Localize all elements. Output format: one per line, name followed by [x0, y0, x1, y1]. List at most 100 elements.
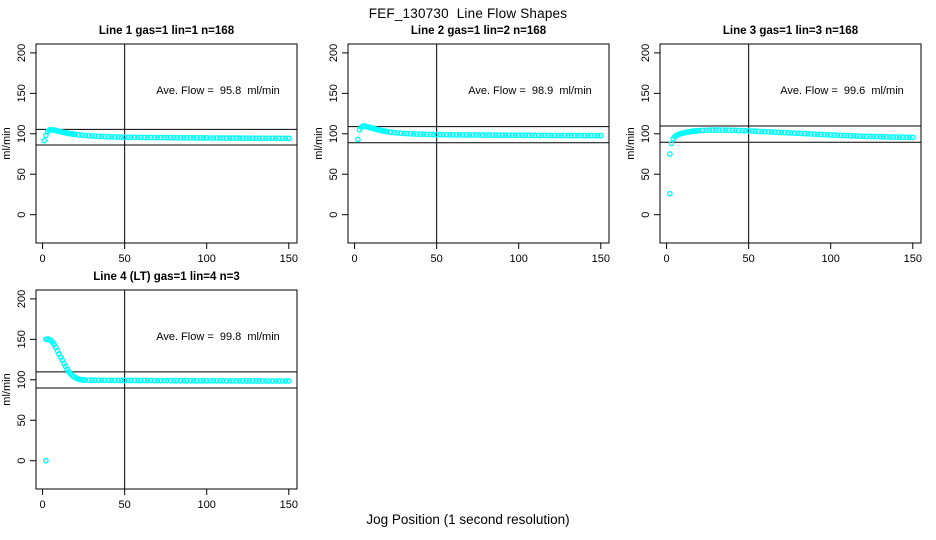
data-point: [259, 378, 266, 384]
data-point: [125, 134, 131, 141]
data-point: [151, 377, 158, 384]
data-point: [794, 130, 801, 137]
y-tick-label: 150: [328, 84, 340, 102]
data-point: [479, 132, 486, 138]
data-point: [88, 133, 95, 139]
data-point: [180, 377, 187, 384]
data-point: [545, 132, 552, 139]
data-point: [880, 133, 887, 140]
data-point: [486, 132, 493, 138]
data-point: [187, 377, 194, 384]
data-point: [279, 135, 286, 142]
data-point: [709, 127, 716, 133]
y-tick-label: 0: [640, 212, 652, 218]
data-point: [565, 132, 571, 139]
data-point: [157, 377, 164, 384]
data-point: [200, 135, 207, 141]
panel-line3-title: Line 3 gas=1 lin=3 n=168: [722, 25, 859, 37]
x-tick-label: 150: [904, 253, 922, 265]
data-point: [118, 377, 125, 384]
data-point: [134, 377, 141, 384]
data-point: [239, 135, 246, 142]
data-point: [285, 135, 292, 142]
y-tick-label: 50: [16, 414, 28, 426]
x-tick-label: 100: [822, 253, 840, 265]
data-point: [489, 132, 496, 139]
data-point: [184, 134, 190, 141]
data-point: [177, 134, 184, 141]
data-point: [821, 131, 828, 138]
data-point: [696, 127, 703, 134]
data-point: [394, 130, 401, 136]
data-point: [400, 130, 407, 137]
data-point: [223, 377, 230, 384]
data-point: [384, 128, 391, 135]
x-tick-label: 150: [280, 499, 298, 511]
data-point: [811, 131, 818, 138]
data-point: [860, 133, 867, 140]
data-point: [466, 132, 473, 138]
data-point: [213, 135, 220, 141]
data-point: [499, 132, 506, 139]
plot-box: [347, 43, 610, 244]
data-point: [85, 377, 92, 384]
data-point: [522, 132, 529, 139]
data-point: [762, 128, 768, 135]
data-point: [203, 135, 210, 141]
data-point: [256, 378, 263, 384]
data-point: [666, 151, 673, 157]
data-point: [739, 127, 745, 134]
data-point: [154, 377, 161, 384]
data-point: [276, 378, 282, 384]
data-point: [502, 132, 509, 139]
data-point: [890, 134, 896, 140]
data-point: [193, 135, 200, 141]
data-point: [216, 135, 223, 141]
data-point: [824, 131, 831, 138]
data-point: [269, 378, 276, 384]
data-point: [814, 131, 821, 138]
data-point: [785, 129, 791, 136]
data-point: [285, 378, 292, 384]
data-point: [128, 134, 135, 141]
data-point: [877, 133, 883, 140]
x-tick-label: 0: [352, 253, 358, 265]
y-tick-label: 50: [16, 168, 28, 180]
data-point: [138, 377, 144, 384]
data-point: [279, 378, 286, 384]
data-point: [781, 129, 788, 136]
data-point: [210, 135, 217, 141]
data-point: [561, 132, 568, 139]
data-point: [850, 132, 857, 139]
data-point: [729, 127, 736, 134]
data-point: [233, 135, 240, 141]
data-point: [174, 377, 181, 384]
data-point: [476, 132, 483, 138]
data-point: [831, 132, 837, 138]
y-tick-label: 50: [328, 168, 340, 180]
data-point: [883, 133, 890, 140]
data-point: [571, 132, 578, 139]
data-point: [170, 377, 177, 384]
data-point: [95, 377, 102, 384]
data-point: [450, 131, 456, 138]
data-point: [121, 377, 128, 384]
data-point: [141, 134, 148, 141]
data-point: [131, 377, 138, 384]
data-point: [161, 377, 167, 384]
data-point: [197, 135, 204, 141]
data-point: [719, 127, 726, 134]
data-point: [863, 133, 870, 140]
data-point: [453, 131, 460, 138]
x-tick-label: 50: [431, 253, 443, 265]
data-point: [834, 132, 841, 139]
y-tick-label: 200: [16, 290, 28, 308]
data-point: [791, 130, 798, 137]
data-point: [262, 135, 269, 142]
data-point: [82, 377, 89, 383]
data-point: [558, 132, 565, 139]
data-point: [141, 377, 148, 384]
x-axis-label: Jog Position (1 second resolution): [366, 512, 570, 527]
data-point: [407, 130, 414, 137]
data-point: [144, 377, 151, 384]
